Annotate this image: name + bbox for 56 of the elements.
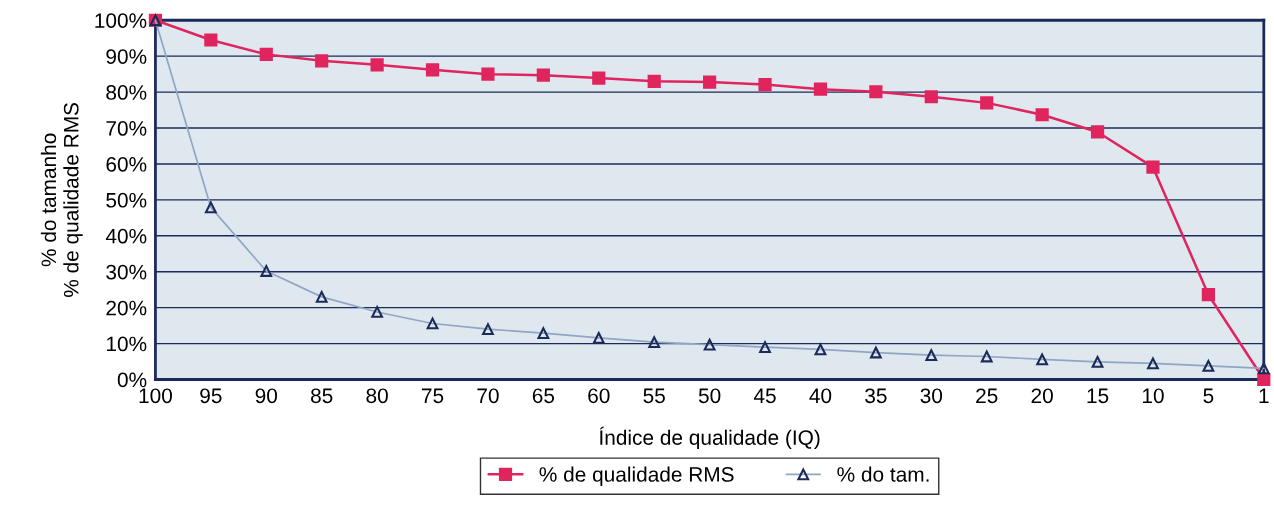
point	[647, 74, 661, 88]
x-tick-label: 35	[865, 388, 887, 404]
y-tick-label: 90%	[106, 49, 147, 64]
x-tick-label: 80	[366, 388, 388, 404]
x-tick-label: 15	[1087, 388, 1109, 404]
x-tick-label: 30	[920, 388, 943, 404]
y-tick-label: 40%	[105, 228, 147, 244]
point	[1201, 288, 1215, 302]
point	[536, 68, 550, 82]
point	[758, 77, 772, 92]
legend-label: % de qualidade RMS	[539, 466, 734, 486]
y-tick-label: 50%	[106, 192, 147, 208]
x-axis-title: Índice de qualidade (IQ)	[599, 426, 820, 450]
point	[924, 90, 938, 104]
x-tick-label: 20	[1031, 388, 1053, 404]
point	[1257, 372, 1271, 387]
y-tick-label: 100%	[95, 13, 147, 28]
x-tick-label: 85	[311, 388, 333, 404]
point	[204, 33, 218, 47]
point	[592, 71, 606, 85]
point	[259, 47, 273, 61]
x-tick-label: 10	[1142, 388, 1164, 404]
x-tick-label: 55	[643, 388, 665, 404]
x-tick-label: 25	[976, 388, 998, 404]
point	[703, 75, 717, 89]
point	[1035, 108, 1049, 122]
y-axis-title: % do tamanho % de qualidade RMS	[40, 102, 83, 297]
point	[315, 54, 329, 68]
x-tick-label: 90	[255, 388, 278, 404]
x-tick-label: 60	[588, 388, 610, 404]
point	[1146, 160, 1160, 174]
x-tick-label: 75	[422, 388, 444, 404]
point	[813, 82, 828, 96]
x-tick-label: 40	[809, 388, 832, 404]
x-tick-label: 70	[477, 388, 499, 404]
x-tick-label: 1	[1259, 388, 1269, 403]
point	[370, 58, 384, 72]
x-tick-label: 65	[532, 388, 555, 404]
x-tick-label: 50	[698, 388, 721, 404]
legend-label: % do tam.	[837, 466, 929, 482]
point	[1090, 125, 1105, 139]
y-tick-label: 0%	[117, 372, 147, 388]
y-tick-label: 60%	[106, 156, 147, 172]
x-tick-label: 5	[1203, 388, 1214, 404]
y-tick-label: 20%	[106, 300, 147, 316]
x-tick-label: 95	[200, 388, 222, 404]
point	[481, 67, 495, 81]
y-tick-label: 10%	[106, 336, 147, 352]
x-tick-label: 100	[139, 388, 172, 404]
y-tick-label: 80%	[106, 85, 147, 100]
point	[980, 96, 994, 110]
x-tick-label: 45	[753, 388, 776, 404]
y-tick-label: 70%	[106, 121, 147, 136]
point	[425, 63, 440, 77]
y-tick-label: 30%	[106, 264, 147, 280]
point	[869, 85, 883, 99]
